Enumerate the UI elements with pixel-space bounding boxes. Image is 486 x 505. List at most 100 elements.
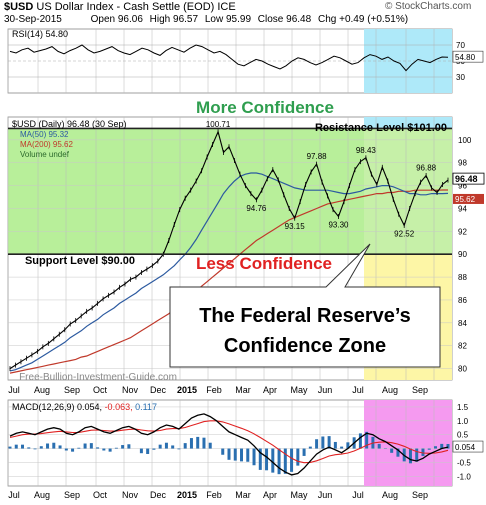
ma200-line (9, 189, 448, 374)
brand-label: © StockCharts.com (385, 1, 472, 12)
macd-legend-part-1: 0.054, (77, 402, 105, 412)
xaxis-top-label-2: Sep (64, 385, 80, 395)
last-price-label: 96.48 (455, 174, 478, 184)
price-annotation-1: 94.76 (246, 204, 267, 213)
price-tick-92: 92 (458, 227, 467, 236)
watermark-label: Free-Bullion-Investment-Guide.com (19, 372, 177, 383)
price-annotation-7: 96.88 (416, 164, 437, 173)
price-tick-98: 98 (458, 159, 467, 168)
date-label: 30-Sep-2015 (4, 14, 62, 25)
xaxis-top-label-14: Sep (412, 385, 428, 395)
xaxis-bottom-label-6: 2015 (177, 490, 197, 500)
more-confidence-label: More Confidence (196, 98, 334, 117)
xaxis-bottom-label-11: Jun (318, 490, 333, 500)
open-label: Open (90, 14, 116, 25)
chg-value: +0.49 (+0.51%) (339, 14, 409, 25)
close-value: 96.48 (286, 14, 312, 25)
xaxis-top-label-5: Dec (150, 385, 167, 395)
description-label: US Dollar Index - Cash Settle (EOD) (36, 1, 215, 13)
cyan-top-zone (364, 117, 452, 129)
exchange-label: ICE (217, 1, 236, 13)
price-annotation-6: 92.52 (394, 229, 415, 238)
xaxis-bottom-label-9: Apr (263, 490, 277, 500)
macd-legend: MACD(12,26,9) 0.054, -0.063, 0.117 (12, 402, 157, 412)
xaxis-top-label-4: Nov (122, 385, 139, 395)
ma50-legend: MA(50) 95.32 (20, 130, 69, 139)
price-tick-86: 86 (458, 296, 467, 305)
xaxis-bottom-label-1: Aug (34, 490, 50, 500)
xaxis-top-label-9: Apr (263, 385, 277, 395)
xaxis-bottom-label-4: Nov (122, 490, 139, 500)
zone-title-line2: Confidence Zone (224, 335, 386, 357)
price-tick-90: 90 (458, 250, 467, 259)
xaxis-bottom-label-0: Jul (8, 490, 20, 500)
less-confidence-label: Less Confidence (196, 254, 332, 273)
rsi-last-value: 54.80 (455, 53, 476, 62)
macd-tick-1.0: 1.0 (457, 417, 469, 426)
last-price-box (452, 172, 485, 185)
macd-line (9, 413, 449, 476)
xaxis-bottom-label-3: Oct (93, 490, 108, 500)
open-value: 96.06 (117, 14, 143, 25)
xaxis-bottom-label-13: Aug (382, 490, 398, 500)
close-label: Close (257, 14, 284, 25)
xaxis-top-label-10: May (290, 385, 308, 395)
low-label: Low (204, 14, 224, 25)
macd-signal-line (9, 420, 449, 464)
macd-tick--1.0: -1.0 (457, 472, 471, 481)
xaxis-bottom-label-8: Mar (235, 490, 251, 500)
price-legend: $USD (Daily) 96.48 (30 Sep) (12, 119, 127, 129)
zone-title-line1: The Federal Reserve’s (199, 305, 411, 327)
xaxis-bottom-label-2: Sep (64, 490, 80, 500)
ma50-line (9, 172, 449, 372)
price-tick-84: 84 (458, 319, 467, 328)
macd-legend-part-0: MACD(12,26,9) (12, 402, 77, 412)
ma200-last-label: 95.62 (455, 195, 476, 204)
chg-label: Chg (317, 14, 337, 25)
low-value: 95.99 (225, 14, 252, 25)
price-tick-88: 88 (458, 273, 467, 282)
xaxis-bottom-label-14: Sep (412, 490, 428, 500)
price-tick-96: 96 (458, 182, 467, 191)
ma200-last-box (453, 193, 484, 204)
zone-callout-box (169, 243, 441, 368)
price-tick-80: 80 (458, 365, 467, 374)
rsi-last-value-box (452, 50, 484, 63)
macd-legend-part-3: 0.117 (135, 402, 157, 412)
volume-legend: Volume undef (20, 150, 70, 159)
xaxis-top-label-7: Feb (206, 385, 222, 395)
price-annotation-3: 93.15 (285, 222, 306, 231)
xaxis-top-label-3: Oct (93, 385, 108, 395)
price-annotation-4: 93.30 (328, 220, 349, 229)
rsi-tick-70: 70 (456, 41, 465, 50)
symbol-label: $USD (4, 1, 34, 13)
xaxis-top-label-12: Jul (352, 385, 364, 395)
price-tick-100: 100 (458, 136, 472, 145)
macd-legend-part-2: -0.063, (105, 402, 136, 412)
price-annotation-2: 97.88 (307, 152, 328, 161)
xaxis-top-label-8: Mar (235, 385, 251, 395)
macd-last-value: 0.054 (455, 443, 476, 452)
xaxis-top-label-1: Aug (34, 385, 50, 395)
macd-tick--0.5: -0.5 (457, 458, 471, 467)
price-tick-94: 94 (458, 204, 467, 213)
rsi-tick-30: 30 (456, 73, 465, 82)
high-label: High (149, 14, 171, 25)
xaxis-top-label-6: 2015 (177, 385, 197, 395)
resistance-label: Resistance Level $101.00 (315, 122, 447, 134)
macd-tick-0.5: 0.5 (457, 431, 469, 440)
xaxis-bottom-label-12: Jul (352, 490, 364, 500)
xaxis-bottom-label-5: Dec (150, 490, 167, 500)
macd-highlight-zone (364, 400, 452, 486)
green-confidence-zone (8, 128, 364, 255)
macd-last-box (452, 440, 484, 453)
macd-tick-1.5: 1.5 (457, 403, 469, 412)
xaxis-top-label-13: Aug (382, 385, 398, 395)
support-label: Support Level $90.00 (25, 255, 135, 267)
chart-header-line2: 30-Sep-2015 Open 96.06 High 96.57 Low 95… (4, 14, 408, 25)
chart-header-line1: $USD US Dollar Index - Cash Settle (EOD)… (4, 1, 236, 13)
high-value: 96.57 (173, 14, 199, 25)
ma200-legend: MA(200) 95.62 (20, 140, 73, 149)
